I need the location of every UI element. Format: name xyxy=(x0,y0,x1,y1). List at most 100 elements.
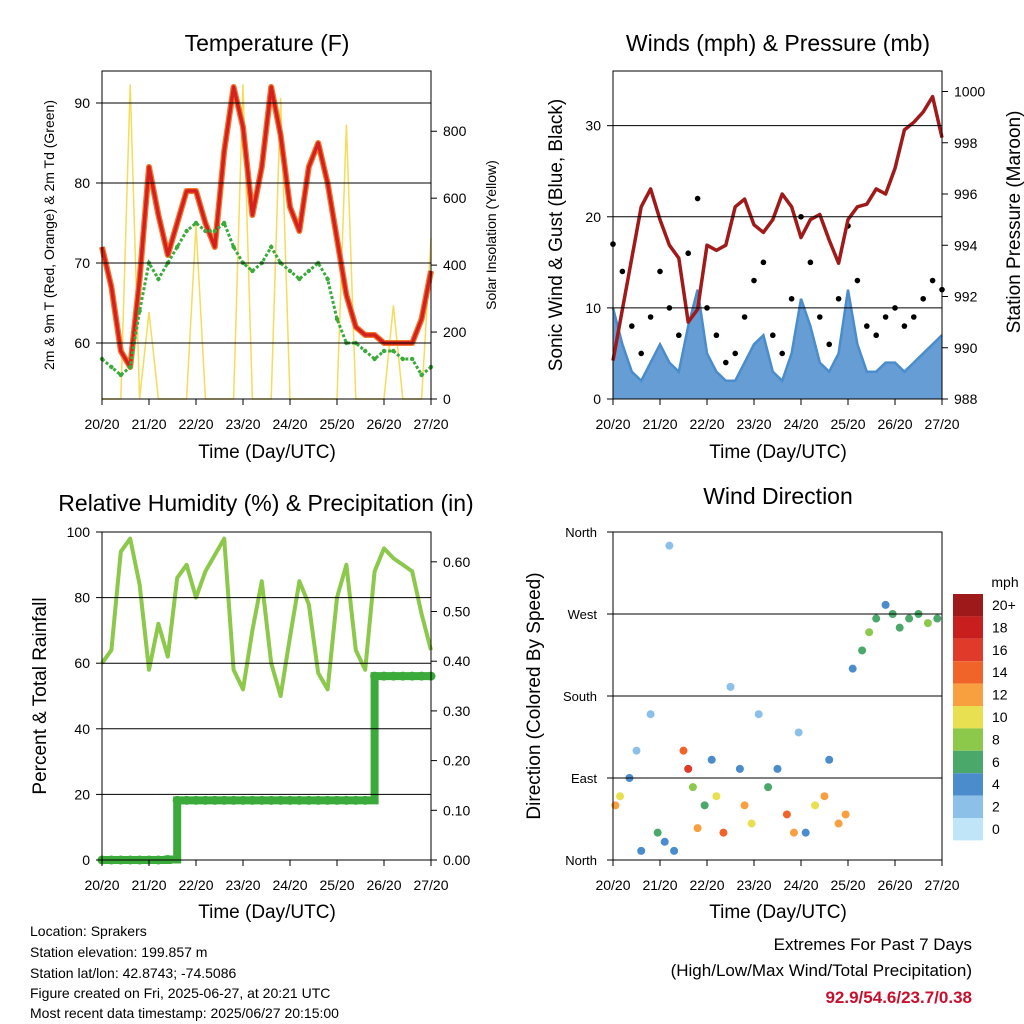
direction-point xyxy=(616,792,625,801)
temperature-xtick-label: 21/20 xyxy=(131,416,166,432)
winds-axes: 20/20 21/20 22/20 23/20 24/20 25/20 26/20 27/20… xyxy=(585,70,985,432)
direction-point xyxy=(811,801,820,810)
pressure-ytick-right-label: 1000 xyxy=(954,84,985,100)
temperature-ytick-label: 90 xyxy=(74,95,90,111)
dewpoint-point xyxy=(381,348,387,354)
dewpoint-point xyxy=(175,244,180,250)
solar-ylabel: Solar Insolation (Yellow) xyxy=(483,160,499,310)
extremes-heading: Extremes For Past 7 Days xyxy=(773,935,972,954)
humidity-ytick-label: 0 xyxy=(82,852,90,868)
gust-point xyxy=(629,323,635,329)
speed-legend-swatch xyxy=(953,818,983,841)
direction-point xyxy=(789,828,798,837)
info-latlon: Station lat/lon: 42.8743; -74.5086 xyxy=(30,965,237,981)
wind-direction-xtick-label: 20/20 xyxy=(595,877,630,893)
gust-point xyxy=(779,350,785,357)
direction-point xyxy=(719,828,728,837)
dewpoint-point xyxy=(128,364,133,370)
wind-direction-title: Wind Direction xyxy=(703,483,853,509)
speed-legend-swatch xyxy=(953,594,983,617)
pressure-line xyxy=(611,94,944,361)
speed-legend-swatch xyxy=(953,616,983,639)
pressure-ytick-right-label: 990 xyxy=(954,340,978,356)
precipitation-point xyxy=(417,671,427,681)
pressure-ytick-right-label: 994 xyxy=(954,237,978,253)
precipitation-point xyxy=(191,795,201,805)
gust-point xyxy=(864,323,870,329)
direction-point xyxy=(905,614,914,623)
winds-xtick-label: 23/20 xyxy=(736,416,771,432)
humidity-ytick-label: 60 xyxy=(74,655,90,671)
humidity-xlabel: Time (Day/UTC) xyxy=(198,902,336,923)
speed-legend: mph 20+ 18 16 14 12 10 8 6 4 2 0 xyxy=(953,574,1019,841)
direction-point xyxy=(665,541,674,550)
precipitation-point xyxy=(266,795,276,805)
solar-ytick-right-label: 800 xyxy=(443,123,467,139)
wind-direction-ytick-label: North xyxy=(565,525,597,540)
info-recent: Most recent data timestamp: 2025/06/27 2… xyxy=(30,1005,339,1021)
wind-direction-xtick-label: 22/20 xyxy=(689,877,724,893)
precipitation-point xyxy=(304,795,314,805)
wind-direction-xtick-label: 26/20 xyxy=(877,877,912,893)
direction-point xyxy=(646,710,655,719)
direction-point xyxy=(858,646,867,655)
direction-point xyxy=(726,682,735,691)
humidity-xtick-label: 25/20 xyxy=(319,877,354,893)
precipitation-point xyxy=(360,795,370,805)
dewpoint-point xyxy=(212,228,217,234)
pressure-ytick-right-label: 996 xyxy=(954,186,978,202)
pressure-ytick-right-label: 998 xyxy=(954,135,978,151)
dewpoint-point xyxy=(334,316,340,322)
direction-point xyxy=(834,819,843,828)
winds-xtick-label: 27/20 xyxy=(924,416,959,432)
direction-point xyxy=(735,764,744,773)
speed-legend-swatch xyxy=(953,706,983,729)
humidity-ytick-label: 20 xyxy=(74,786,90,802)
precipitation-point xyxy=(285,795,295,805)
gust-point xyxy=(732,350,738,357)
direction-point xyxy=(801,828,810,837)
temperature-xtick-label: 26/20 xyxy=(366,416,401,432)
humidity-xtick-label: 24/20 xyxy=(272,877,307,893)
winds-ytick-label: 10 xyxy=(585,300,601,316)
wind-direction-xtick-label: 23/20 xyxy=(736,877,771,893)
gust-point xyxy=(911,314,917,320)
speed-legend-label: 18 xyxy=(992,619,1008,635)
gust-point xyxy=(826,341,832,348)
winds-xtick-label: 26/20 xyxy=(877,416,912,432)
direction-point xyxy=(632,746,641,755)
direction-point xyxy=(688,783,697,792)
gust-point xyxy=(723,359,729,366)
direction-point xyxy=(754,710,763,719)
dewpoint-point xyxy=(297,276,302,282)
speed-legend-swatch xyxy=(953,661,983,684)
wind-direction-xtick-label: 25/20 xyxy=(830,877,865,893)
speed-legend-label: 2 xyxy=(992,799,1000,815)
dewpoint-point xyxy=(363,348,368,354)
precipitation-ytick-right-label: 0.40 xyxy=(443,653,470,669)
dewpoint-point xyxy=(231,244,236,250)
temperature-title: Temperature (F) xyxy=(185,30,350,56)
winds-xtick-label: 21/20 xyxy=(642,416,677,432)
wind-direction-ytick-label: South xyxy=(563,689,597,704)
gust-point xyxy=(676,332,682,339)
info-location: Location: Sprakers xyxy=(30,923,147,939)
precipitation-point xyxy=(370,671,380,681)
precipitation-ytick-right-label: 0.50 xyxy=(443,604,470,620)
gust-point xyxy=(788,295,795,302)
speed-legend-label: 16 xyxy=(992,642,1008,658)
temperature-xtick-label: 23/20 xyxy=(225,416,260,432)
precipitation-point xyxy=(351,795,361,805)
wind-direction-ytick-label: West xyxy=(568,607,598,622)
speed-legend-swatch xyxy=(953,728,983,751)
winds-xlabel: Time (Day/UTC) xyxy=(709,442,847,463)
winds-series xyxy=(610,94,945,399)
gust-point xyxy=(647,314,654,320)
winds-ytick-label: 0 xyxy=(593,391,601,407)
winds-panel: Winds (mph) & Pressure (mb) 20/20 21/20 22… xyxy=(546,30,1024,463)
direction-point xyxy=(794,728,803,737)
temperature-ylabel: 2m & 9m T (Red, Orange) & 2m Td (Green) xyxy=(41,100,57,370)
precipitation-point xyxy=(398,671,408,681)
direction-point xyxy=(660,837,669,846)
